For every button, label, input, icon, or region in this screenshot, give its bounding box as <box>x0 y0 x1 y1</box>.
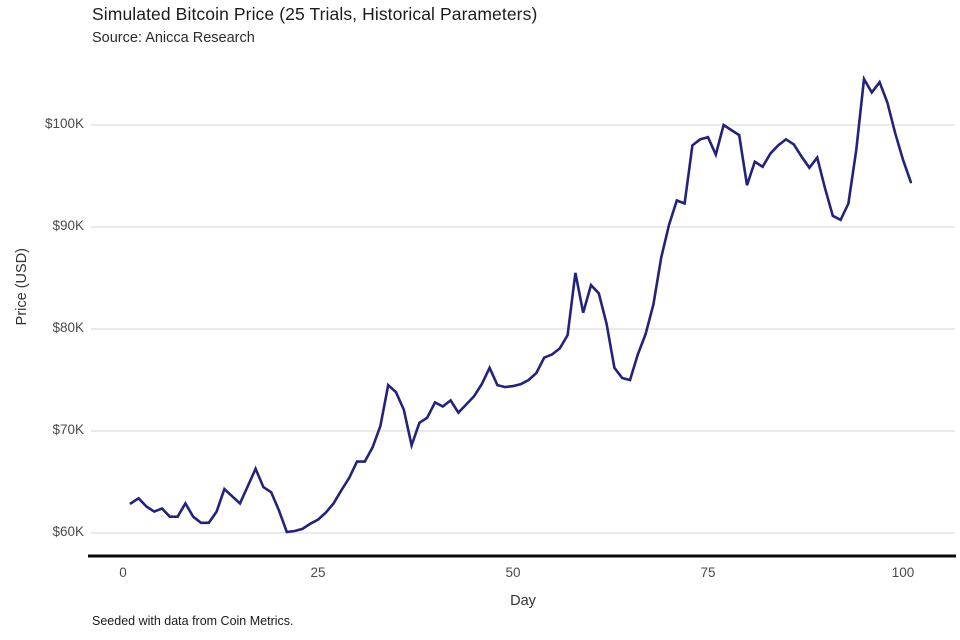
x-axis-title: Day <box>510 593 536 609</box>
chart-title: Simulated Bitcoin Price (25 Trials, Hist… <box>92 4 538 24</box>
x-tick-label-25: 25 <box>310 565 326 580</box>
y-tick-label-90k: $90K <box>52 218 84 233</box>
y-tick-label-60k: $60K <box>52 524 84 539</box>
price-series-line <box>129 75 913 534</box>
y-tick-label-80k: $80K <box>52 320 84 335</box>
source-note: Seeded with data from Coin Metrics. <box>92 614 294 628</box>
x-tick-label-0: 0 <box>119 565 127 580</box>
chart-subtitle: Source: Anicca Research <box>92 30 255 46</box>
y-axis-title: Price (USD) <box>14 248 30 326</box>
y-tick-label-100k: $100K <box>44 116 84 131</box>
x-tick-label-100: 100 <box>891 565 915 580</box>
x-tick-label-50: 50 <box>505 565 521 580</box>
x-tick-label-75: 75 <box>700 565 716 580</box>
y-tick-label-70k: $70K <box>52 422 84 437</box>
